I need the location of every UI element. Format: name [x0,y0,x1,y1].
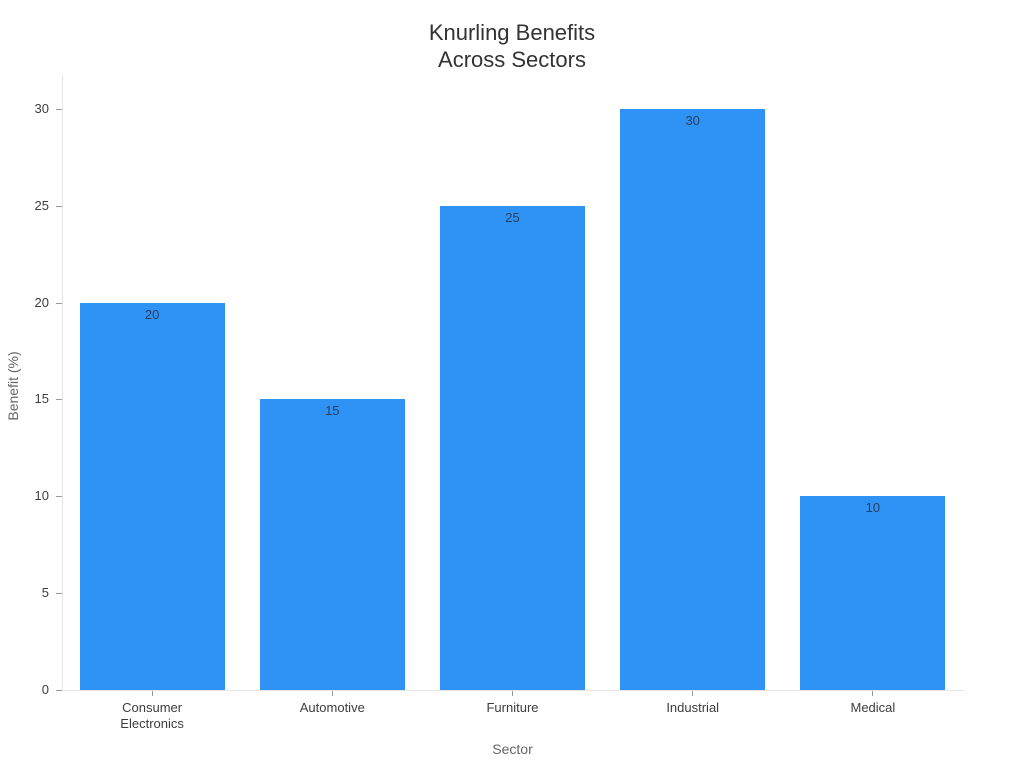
y-tick-label: 10 [34,488,49,504]
y-tick-label: 0 [41,682,49,697]
y-tick-mark [56,302,62,304]
y-tick-label: 30 [34,100,49,116]
y-tick-label: 15 [34,391,49,407]
x-tick-mark [692,691,694,696]
x-tick-mark [151,691,153,696]
x-tick-label: Automotive [299,700,365,715]
bar-value-label: 15 [325,403,340,419]
bar: 15 [259,399,405,690]
bar: 30 [620,108,766,690]
bar: 10 [800,496,946,690]
x-tick-mark [331,691,333,696]
x-tick-label: Furniture [486,700,539,715]
bar-value-label: 20 [144,306,160,322]
y-tick-mark [56,690,62,691]
bar-value-label: 30 [685,112,700,128]
y-tick-mark [56,399,62,401]
x-axis-line [62,690,964,691]
y-axis-title: Benefit (%) [5,351,21,421]
x-tick-label: Medical [850,700,896,715]
x-tick-mark [512,691,513,696]
x-axis-title: Sector [492,741,533,757]
y-tick-mark [56,496,62,498]
x-tick-label: Consumer Electronics [120,700,184,731]
y-axis-line [62,75,63,691]
bar: 25 [440,205,585,690]
x-tick-label: Industrial [666,700,720,715]
y-tick-label: 5 [41,585,49,601]
y-tick-mark [56,108,62,110]
chart-title: Knurling Benefits Across Sectors [428,20,596,72]
bar-value-label: 10 [865,500,881,516]
y-tick-mark [56,593,62,595]
bar-value-label: 25 [505,209,520,225]
y-tick-mark [56,205,62,207]
bar: 20 [79,302,225,690]
y-tick-label: 20 [34,294,49,310]
y-tick-label: 25 [34,197,49,213]
x-tick-mark [872,691,874,696]
